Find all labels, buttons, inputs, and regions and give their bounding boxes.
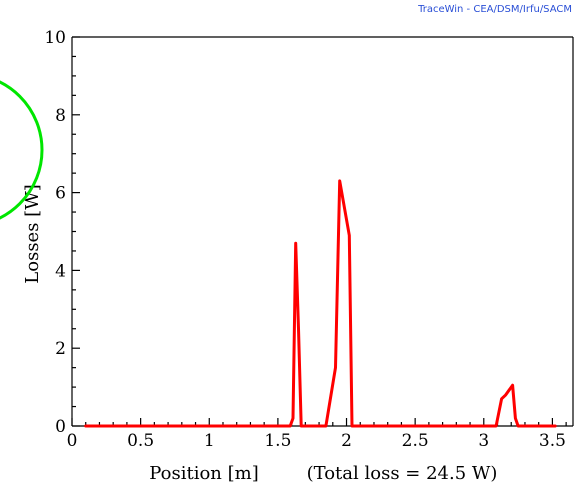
x-tick-label: 1 <box>204 431 215 451</box>
y-tick-label: 6 <box>55 184 66 204</box>
x-tick-label: 1.5 <box>264 431 291 451</box>
y-tick-label: 8 <box>55 106 66 126</box>
x-tick-label: 0.5 <box>127 431 154 451</box>
x-tick-label: 0 <box>67 431 78 451</box>
y-tick-label: 10 <box>44 28 66 48</box>
loss-series <box>84 179 557 428</box>
x-tick-label: 3 <box>478 431 489 451</box>
y-tick-label: 0 <box>55 417 66 437</box>
x-axis-title: Position [m] <box>149 463 258 484</box>
total-loss-note: (Total loss = 24.5 W) <box>307 463 498 484</box>
x-tick-label: 2 <box>341 431 352 451</box>
x-tick-label: 3.5 <box>539 431 566 451</box>
y-tick-label: 4 <box>55 261 66 281</box>
y-axis-title: Losses [W] <box>22 184 43 283</box>
y-tick-label: 2 <box>55 339 66 359</box>
axis-ticks <box>71 36 567 427</box>
x-tick-label: 2.5 <box>402 431 429 451</box>
green-circle-overlay <box>0 80 44 220</box>
axis-tick-labels: 0 0.5 1 1.5 2 2.5 3 3.5 0 2 4 6 8 10 <box>44 28 566 451</box>
loss-series-line <box>84 179 557 428</box>
tracewin-watermark: TraceWin - CEA/DSM/Irfu/SACM <box>417 4 572 15</box>
